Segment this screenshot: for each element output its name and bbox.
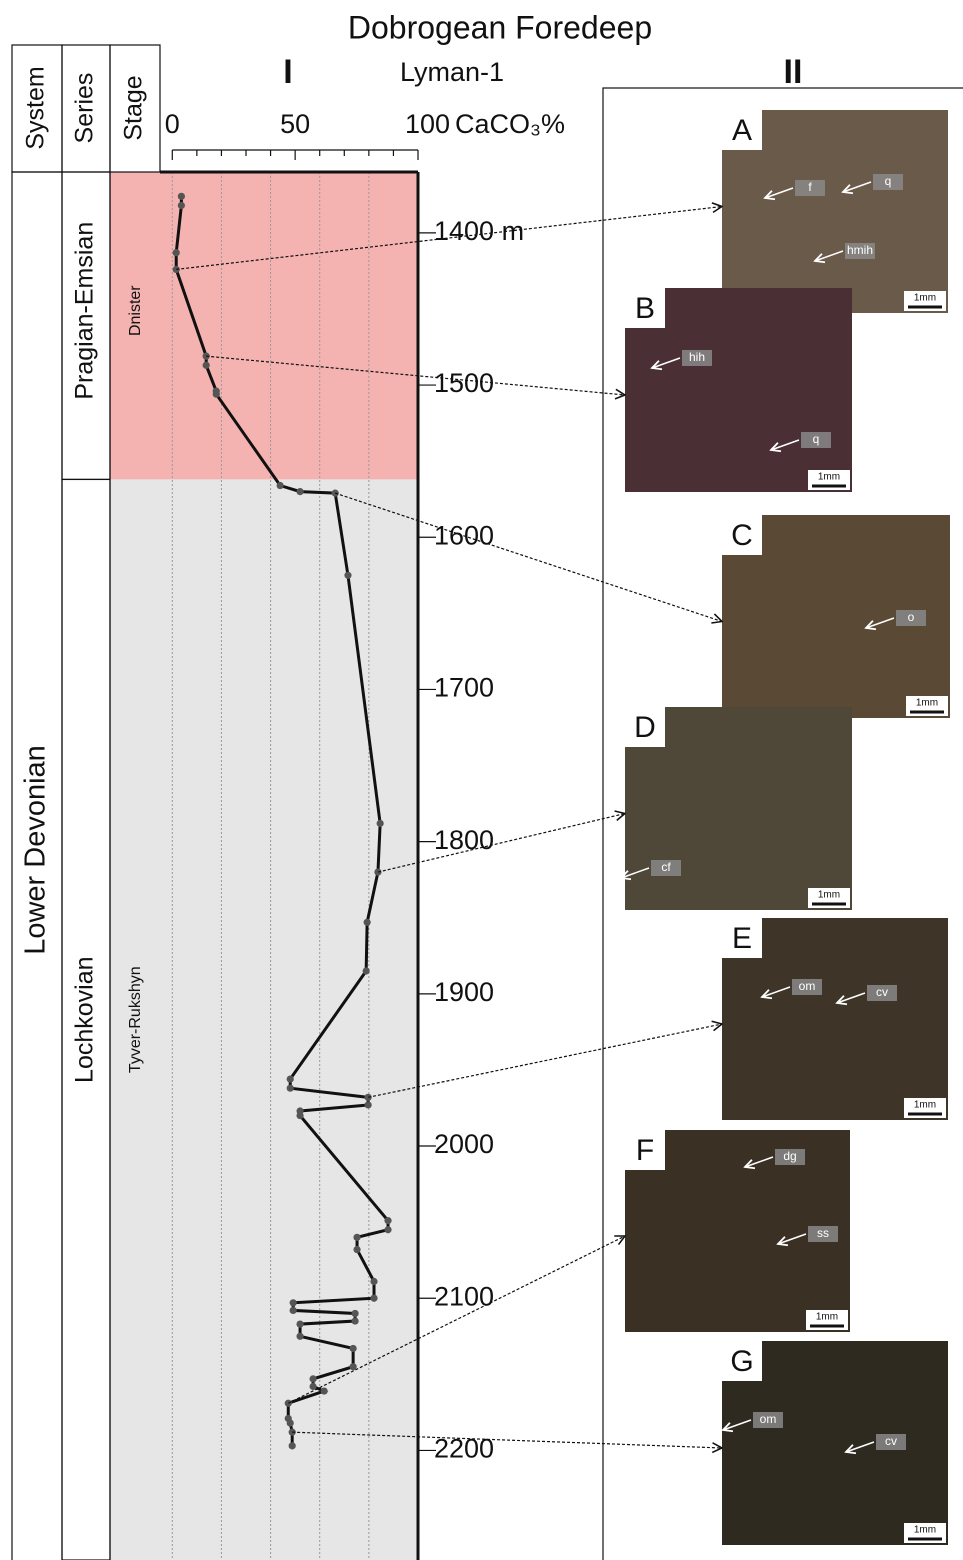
data-point bbox=[203, 362, 210, 369]
data-point bbox=[370, 1295, 377, 1302]
scale-label: 1mm bbox=[914, 1525, 936, 1536]
data-point bbox=[377, 820, 384, 827]
stage-fill bbox=[110, 172, 418, 479]
panel-letter: A bbox=[732, 114, 752, 147]
panel-letter: G bbox=[730, 1345, 753, 1378]
panel-label: I bbox=[283, 53, 292, 91]
data-point bbox=[289, 1442, 296, 1449]
subtitle: Lyman-1 bbox=[400, 57, 504, 87]
data-point bbox=[351, 1310, 358, 1317]
data-point bbox=[290, 1299, 297, 1306]
data-point bbox=[344, 572, 351, 579]
link-arrow bbox=[368, 1024, 722, 1097]
mineral-label: q bbox=[813, 432, 820, 446]
series-label: Pragian-Emsian bbox=[71, 222, 99, 400]
mineral-label: cv bbox=[885, 1434, 897, 1448]
mineral-label: dg bbox=[783, 1149, 796, 1163]
data-point bbox=[178, 202, 185, 209]
y-tick-label: 2100 bbox=[434, 1281, 494, 1311]
data-point bbox=[384, 1217, 391, 1224]
scale-label: 1mm bbox=[818, 890, 840, 901]
y-tick-label: 1900 bbox=[434, 977, 494, 1007]
data-point bbox=[287, 1419, 294, 1426]
mineral-label: hmih bbox=[847, 243, 873, 257]
data-point bbox=[213, 391, 220, 398]
data-point bbox=[287, 1085, 294, 1092]
mineral-label: ss bbox=[817, 1226, 829, 1240]
figure: Dobrogean Foredeep I Lyman-1 II CaCO₃% P… bbox=[0, 0, 963, 1560]
scale-label: 1mm bbox=[914, 1100, 936, 1111]
scale-label: 1mm bbox=[914, 293, 936, 304]
stratigraphy: Pragian-Emsian Dnister Lochkovian Tyver-Ruk… bbox=[12, 45, 418, 1560]
title: Dobrogean Foredeep bbox=[348, 9, 652, 45]
stage-label: Dnister bbox=[127, 285, 144, 336]
data-point bbox=[296, 1333, 303, 1340]
panel-letter: D bbox=[634, 711, 656, 744]
y-tick-label: 2000 bbox=[434, 1129, 494, 1159]
data-point bbox=[370, 1278, 377, 1285]
data-point bbox=[277, 482, 284, 489]
scale-label: 1mm bbox=[818, 472, 840, 483]
scale-label: 1mm bbox=[816, 1312, 838, 1323]
x-axis-label: CaCO₃% bbox=[455, 109, 565, 139]
series-label: Lochkovian bbox=[71, 956, 99, 1082]
panel-letter: C bbox=[731, 519, 753, 552]
mineral-label: q bbox=[885, 174, 892, 188]
data-point bbox=[351, 1317, 358, 1324]
mineral-label: om bbox=[799, 979, 816, 993]
data-point bbox=[384, 1226, 391, 1233]
data-point bbox=[287, 1075, 294, 1082]
panel-label: II bbox=[784, 53, 803, 91]
y-tick-label: 1800 bbox=[434, 825, 494, 855]
mineral-label: om bbox=[760, 1412, 777, 1426]
panel-letter: E bbox=[732, 922, 752, 955]
data-point bbox=[173, 249, 180, 256]
data-point bbox=[350, 1345, 357, 1352]
data-point bbox=[296, 488, 303, 495]
data-point bbox=[321, 1387, 328, 1394]
data-point bbox=[353, 1246, 360, 1253]
data-point bbox=[296, 1321, 303, 1328]
panel-letter: B bbox=[635, 292, 655, 325]
x-tick-label: 50 bbox=[280, 109, 310, 139]
x-tick-label: 0 bbox=[165, 109, 180, 139]
data-point bbox=[364, 919, 371, 926]
x-tick-label: 100 bbox=[405, 109, 450, 139]
mineral-label: o bbox=[908, 610, 915, 624]
data-point bbox=[309, 1375, 316, 1382]
mineral-label: hih bbox=[689, 350, 705, 364]
data-point bbox=[296, 1112, 303, 1119]
data-point bbox=[178, 193, 185, 200]
column-header: System bbox=[22, 66, 50, 149]
mineral-label: cv bbox=[876, 985, 888, 999]
y-tick-label: 1700 bbox=[434, 673, 494, 703]
data-point bbox=[365, 1101, 372, 1108]
panel-letter: F bbox=[636, 1134, 654, 1167]
data-point bbox=[363, 967, 370, 974]
column-header: Stage bbox=[120, 75, 148, 140]
data-point bbox=[353, 1234, 360, 1241]
scale-label: 1mm bbox=[916, 698, 938, 709]
y-tick-label: 1500 bbox=[434, 368, 494, 398]
data-point bbox=[290, 1307, 297, 1314]
mineral-label: cf bbox=[661, 860, 671, 874]
system-label: Lower Devonian bbox=[20, 745, 52, 955]
column-header: Series bbox=[71, 73, 99, 144]
stage-label: Tyver-Rukshyn bbox=[127, 966, 144, 1073]
stage-fill bbox=[110, 479, 418, 1560]
